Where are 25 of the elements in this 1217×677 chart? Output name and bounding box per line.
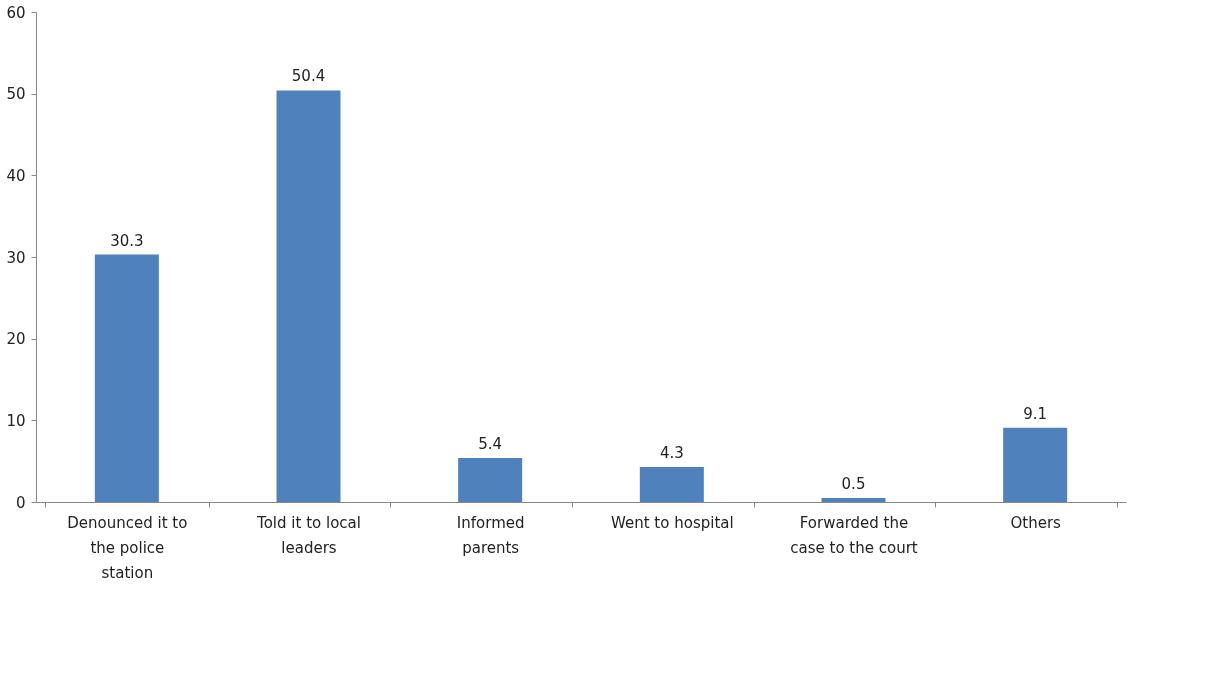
bar (276, 90, 341, 502)
bar (821, 497, 886, 502)
y-tick-label: 20 (6, 330, 26, 349)
data-label: 4.3 (659, 443, 684, 462)
y-tick-label: 40 (6, 166, 26, 185)
x-tick-label: Informed parents (456, 513, 525, 557)
data-label: 50.4 (291, 67, 326, 86)
data-label: 9.1 (1023, 404, 1048, 423)
x-tick-label: Denounced it to the police station (67, 513, 188, 582)
x-tick-label: Others (1010, 513, 1062, 532)
bar (639, 466, 704, 502)
bar (1003, 427, 1068, 502)
bar (94, 254, 159, 502)
y-tick-label: 30 (6, 248, 26, 267)
x-tick-label: Forwarded the case to the court (790, 513, 918, 557)
bar (458, 457, 523, 502)
data-label: 0.5 (841, 474, 866, 493)
data-label: 5.4 (478, 434, 503, 453)
y-tick-label: 10 (6, 411, 26, 430)
y-tick-label: 60 (6, 3, 26, 22)
y-tick-label: 0 (15, 493, 26, 512)
x-tick-label: Went to hospital (611, 513, 734, 532)
x-tick-label: Told it to local leaders (256, 513, 361, 557)
y-tick-label: 50 (6, 85, 26, 104)
data-label: 30.3 (110, 231, 144, 250)
